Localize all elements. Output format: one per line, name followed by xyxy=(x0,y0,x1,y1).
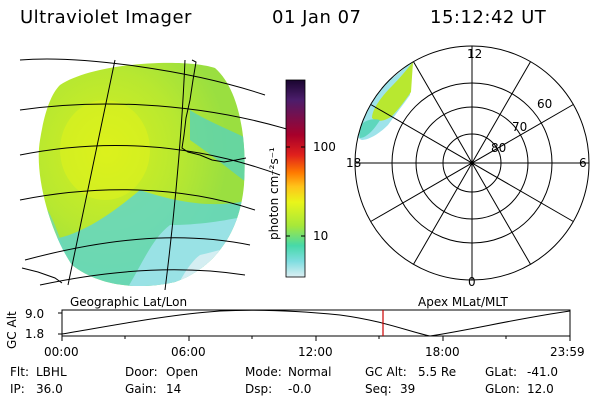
mlat-label-70: 70 xyxy=(512,120,528,134)
altitude-ytick-min: 1.8 xyxy=(25,327,45,341)
altitude-ytick-max: 9.0 xyxy=(25,307,45,321)
status-flt-key: Flt: xyxy=(10,365,29,379)
status-door-value: Open xyxy=(166,365,199,379)
status-gcalt-value: 5.5 Re xyxy=(418,365,457,379)
status-mode-value: Normal xyxy=(288,365,332,379)
polar-panel-label: Apex MLat/MLT xyxy=(418,295,508,309)
altitude-ylabel: GC Alt xyxy=(5,311,19,349)
status-seq-key: Seq: xyxy=(365,382,392,396)
mlt-label-18: 18 xyxy=(346,156,362,170)
geographic-grid xyxy=(19,58,291,291)
coastline xyxy=(21,59,247,284)
status-gain-value: 14 xyxy=(166,382,182,396)
status-dsp-value: -0.0 xyxy=(288,382,312,396)
status-glon-key: GLon: xyxy=(485,382,520,396)
mlat-label-60: 60 xyxy=(537,97,553,111)
status-dsp-key: Dsp: xyxy=(245,382,273,396)
status-glat-key: GLat: xyxy=(485,365,518,379)
altitude-xtick-1800: 18:00 xyxy=(425,345,460,359)
altitude-xtick-2359: 23:59 xyxy=(550,345,585,359)
status-seq-value: 39 xyxy=(400,382,416,396)
polar-aurora xyxy=(355,62,413,140)
altitude-xtick-0000: 00:00 xyxy=(44,345,79,359)
geographic-panel-label: Geographic Lat/Lon xyxy=(70,295,188,309)
color-bar xyxy=(285,79,306,278)
mlat-label-80: 80 xyxy=(491,141,507,155)
status-door-key: Door: xyxy=(125,365,158,379)
colorbar-tick-10: 10 xyxy=(313,229,329,243)
mlt-label-0: 0 xyxy=(468,275,476,289)
altitude-plot xyxy=(58,309,571,341)
mlt-label-12: 12 xyxy=(467,47,483,61)
altitude-xtick-1200: 12:00 xyxy=(298,345,333,359)
altitude-xtick-0600: 06:00 xyxy=(171,345,206,359)
status-ip-value: 36.0 xyxy=(36,382,63,396)
polar-plot xyxy=(354,45,590,281)
colorbar-tick-100: 100 xyxy=(313,140,336,154)
status-ip-key: IP: xyxy=(10,382,25,396)
status-flt-value: LBHL xyxy=(36,365,67,379)
mlt-label-6: 6 xyxy=(579,156,587,170)
observation-date: 01 Jan 07 xyxy=(272,7,362,28)
status-gcalt-key: GC Alt: xyxy=(365,365,407,379)
status-gain-key: Gain: xyxy=(125,382,157,396)
status-glon-value: 12.0 xyxy=(527,382,554,396)
geographic-image xyxy=(38,62,245,287)
observation-time: 15:12:42 UT xyxy=(430,7,547,28)
instrument-title: Ultraviolet Imager xyxy=(20,7,192,28)
status-mode-key: Mode: xyxy=(245,365,282,379)
colorbar-unit-label: photon cm⁻²s⁻¹ xyxy=(267,147,281,240)
status-glat-value: -41.0 xyxy=(527,365,559,379)
